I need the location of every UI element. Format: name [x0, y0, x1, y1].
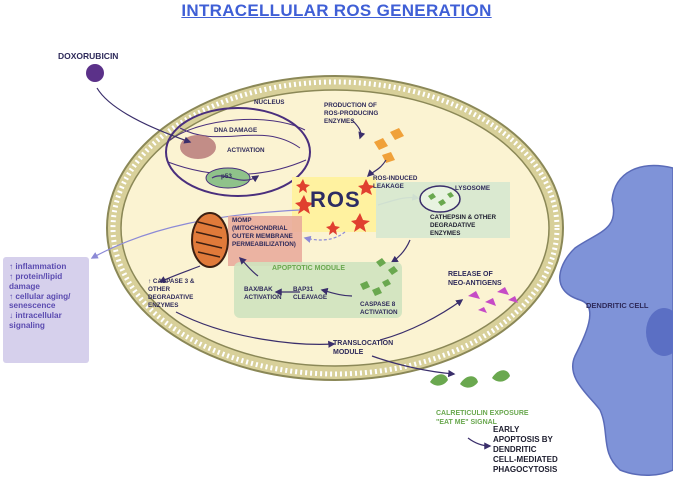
phagocytosis-label-line3: DENDRITIC — [493, 445, 537, 454]
p53-shape — [205, 167, 251, 189]
dna-damage-spot — [180, 135, 216, 159]
effect-cellular-aging-cont: senescence — [9, 301, 56, 311]
momp-label-line4: PERMEABILIZATION) — [232, 241, 296, 248]
production-label-line3: ENZYMES — [324, 118, 355, 125]
cathepsin-label-line2: DEGRADATIVE — [430, 222, 476, 229]
effect-intracellular: ↓ intracellular — [9, 311, 62, 321]
momp-label-line2: (MITOCHONDRIAL — [232, 225, 288, 232]
effect-protein-lipid-cont: damage — [9, 281, 40, 291]
page-title: INTRACELLULAR ROS GENERATION — [181, 1, 492, 20]
phagocytosis-arrow — [467, 437, 492, 450]
effect-cellular-aging: ↑ cellular aging/ — [9, 291, 71, 301]
enzymes-to-ros-arrow — [366, 159, 387, 178]
baxbak-label-line2: ACTIVATION — [244, 294, 282, 301]
phagocytosis-label-line1: EARLY — [493, 425, 520, 434]
calreticulin-label-line2: "EAT ME" SIGNAL — [436, 419, 497, 426]
lysosome-shape — [419, 185, 461, 213]
phagocytosis-label-line5: PHAGOCYTOSIS — [493, 465, 558, 474]
apoptotic-shapes — [360, 258, 398, 296]
momp-to-caspase3-arrow — [158, 265, 201, 283]
caspase3-label-line1: ↑ CASPASE 3 & — [148, 278, 195, 285]
activation-label: ACTIVATION — [227, 147, 265, 154]
caspase8-to-bap31-arrow — [320, 287, 353, 297]
cathepsin-label-line3: ENZYMES — [430, 230, 461, 237]
momp-label-line1: MOMP — [232, 217, 252, 224]
momp-label-line3: OUTER MEMBRANE — [232, 233, 293, 240]
bap31-label-line2: CLEAVAGE — [293, 294, 328, 301]
neo-antigens-label-line1: RELEASE OF — [448, 271, 493, 278]
translocation-label-line2: MODULE — [333, 349, 364, 356]
lysosome-contents — [428, 192, 454, 206]
ros-to-momp-arrow — [303, 231, 346, 243]
translocation-label-line1: TRANSLOCATION — [333, 340, 394, 347]
neo-antigen-shapes — [468, 287, 518, 313]
baxbak-label-line1: BAX/BAK — [244, 286, 273, 293]
effects-box: ↑ inflammation ↑ protein/lipid damage ↑ … — [3, 257, 89, 363]
mitochondrion-cristae — [195, 221, 223, 258]
dna-damage-label: DNA DAMAGE — [214, 127, 258, 134]
ros-stars — [295, 179, 375, 235]
caspase3-label-line2: OTHER — [148, 286, 171, 293]
nucleus-label: NUCLEUS — [254, 99, 285, 106]
bap31-label-line1: BAP31 — [293, 286, 314, 293]
phagocytosis-label-line4: CELL-MEDIATED — [493, 455, 558, 464]
lysosome-label: LYSOSOME — [455, 185, 491, 192]
lysosome-arrow — [390, 239, 411, 263]
caspase3-label-line3: DEGRADATIVE — [148, 294, 194, 301]
apoptotic-module-label: APOPTOTIC MODULE — [272, 265, 345, 272]
effect-inflammation: ↑ inflammation — [9, 262, 67, 271]
neo-antigens-label-line2: NEO-ANTIGENS — [448, 280, 502, 287]
nucleus-shape — [165, 107, 311, 197]
cathepsin-label-line1: CATHEPSIN & OTHER — [430, 214, 497, 221]
production-arrow — [351, 119, 366, 140]
baxbak-to-momp-arrow — [238, 256, 259, 277]
caspase3-label-line4: ENZYMES — [148, 302, 179, 309]
calreticulin-shapes — [430, 370, 510, 388]
doxorubicin-molecule — [86, 64, 104, 82]
production-label-line2: ROS-PRODUCING — [324, 110, 379, 117]
effect-intracellular-cont: signaling — [9, 321, 45, 331]
calreticulin-label-line1: CALRETICULIN EXPOSURE — [436, 410, 529, 417]
caspase3-to-translocation-arrow — [175, 311, 336, 348]
dendritic-cell-label: DENDRITIC CELL — [586, 301, 649, 310]
ros-label: ROS — [310, 187, 361, 212]
apoptotic-module-box — [234, 262, 402, 318]
effect-protein-lipid: ↑ protein/lipid — [9, 271, 63, 281]
membrane-lipid-pattern — [110, 79, 560, 377]
activation-arrow — [211, 175, 260, 183]
dendritic-nucleus-shape — [646, 308, 673, 356]
p53-label: p53 — [221, 173, 232, 180]
production-label-line1: PRODUCTION OF — [324, 102, 377, 109]
phagocytosis-label-line2: APOPTOSIS BY — [493, 435, 553, 444]
to-neo-antigens-arrow — [379, 299, 464, 341]
ros-leakage-label-line1: ROS-INDUCED — [373, 175, 418, 182]
doxorubicin-arrow — [96, 87, 192, 144]
dendritic-cell-shape — [559, 164, 673, 476]
caspase8-label-line1: CASPASE 8 — [360, 301, 396, 308]
translocation-arrow — [371, 355, 456, 378]
caspase8-label-line2: ACTIVATION — [360, 309, 398, 316]
ros-leakage-label-line2: LEAKAGE — [373, 183, 404, 190]
ros-to-effects-arrow — [90, 209, 301, 259]
doxorubicin-label: DOXORUBICIN — [58, 51, 119, 61]
mitochondrion-shape — [191, 212, 229, 268]
